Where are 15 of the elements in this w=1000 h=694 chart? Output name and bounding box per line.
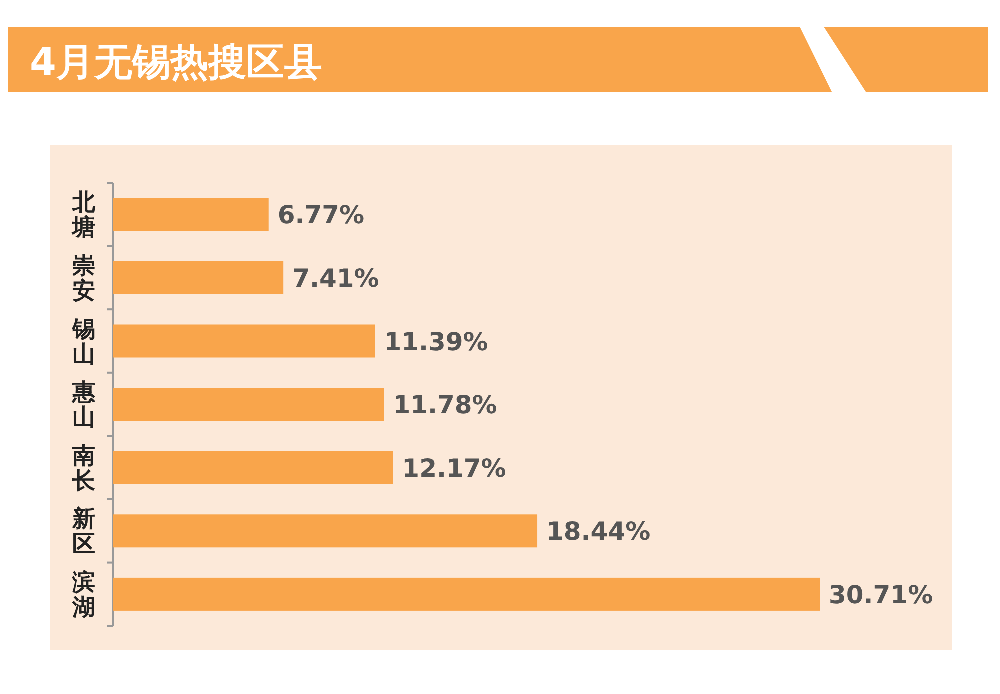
data-label: 7.41%	[292, 264, 380, 293]
y-tick-label: 锡山	[72, 316, 96, 368]
data-label: 11.78%	[393, 390, 498, 420]
y-tick-label: 惠山	[72, 380, 96, 432]
chart-title: 4月无锡热搜区县	[30, 40, 322, 84]
data-label: 6.77%	[278, 200, 365, 230]
y-tick-label: 崇安	[72, 253, 96, 304]
y-tick-label: 北塘	[72, 190, 96, 242]
y-tick-label: 新区	[72, 506, 96, 558]
data-label: 18.44%	[546, 517, 651, 546]
data-label: 12.17%	[402, 454, 506, 483]
y-tick-label: 滨湖	[72, 568, 96, 621]
data-label: 30.71%	[829, 580, 934, 610]
data-label: 11.39%	[384, 327, 488, 356]
y-tick-label: 南长	[72, 443, 96, 494]
